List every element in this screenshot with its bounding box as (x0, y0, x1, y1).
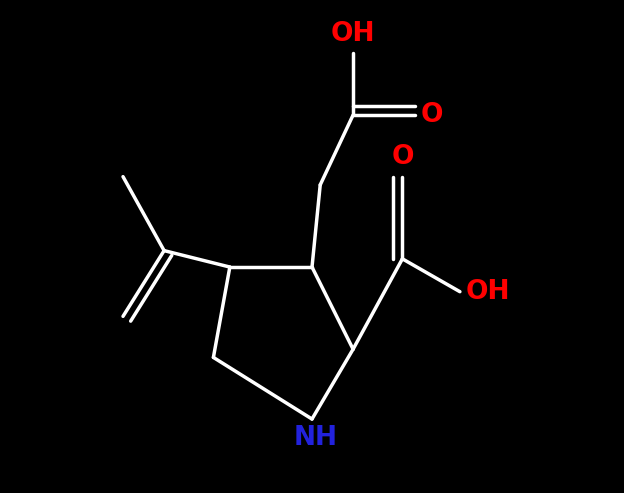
Text: OH: OH (331, 21, 375, 47)
Text: NH: NH (294, 425, 338, 451)
Text: O: O (421, 102, 444, 128)
Text: OH: OH (466, 279, 510, 305)
Text: O: O (391, 144, 414, 171)
